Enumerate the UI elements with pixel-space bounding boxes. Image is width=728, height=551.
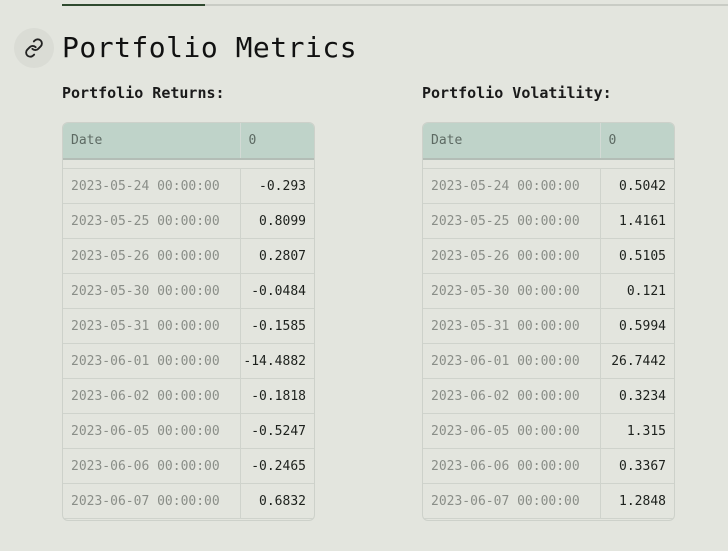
table-row: 2023-06-06 00:00:00 -0.2465: [63, 448, 314, 484]
table-row: 2023-05-30 00:00:00 -0.0484: [63, 273, 314, 309]
table-row: 2023-06-05 00:00:00 -0.5247: [63, 413, 314, 449]
value-cell: 0.121: [600, 273, 674, 309]
date-cell: 2023-05-30 00:00:00: [423, 273, 601, 309]
table-row: 2023-05-25 00:00:00 1.4161: [423, 203, 674, 239]
value-cell: 1.4161: [600, 203, 674, 239]
table-row: 2023-06-06 00:00:00 0.3367: [423, 448, 674, 484]
date-cell: 2023-06-06 00:00:00: [63, 448, 241, 484]
date-cell: 2023-06-01 00:00:00: [63, 343, 241, 379]
date-cell: 2023-05-30 00:00:00: [63, 273, 241, 309]
value-cell: -0.1818: [240, 378, 314, 414]
value-cell: 0.6832: [240, 483, 314, 519]
table-row: 2023-06-02 00:00:00 0.3234: [423, 378, 674, 414]
table-row: 2023-05-31 00:00:00 0.5994: [423, 308, 674, 344]
anchor-link-button[interactable]: [14, 28, 54, 68]
value-cell: 0.5105: [600, 238, 674, 274]
table-header-row: Date 0: [63, 123, 314, 159]
date-cell: 2023-06-01 00:00:00: [423, 343, 601, 379]
returns-table[interactable]: Date 0 2023-05-24 00:00:00 -0.293 2023-05-…: [62, 122, 315, 521]
table-row: 2023-05-25 00:00:00 0.8099: [63, 203, 314, 239]
table-row: 2023-05-24 00:00:00 -0.293: [63, 168, 314, 204]
table-row: 2023-06-02 00:00:00 -0.1818: [63, 378, 314, 414]
value-cell: -0.2465: [240, 448, 314, 484]
table-row: 2023-06-07 00:00:00 0.6832: [63, 483, 314, 519]
value-cell: -0.1585: [240, 308, 314, 344]
table-row: 2023-06-01 00:00:00 26.7442: [423, 343, 674, 379]
date-cell: 2023-05-26 00:00:00: [423, 238, 601, 274]
table-row: 2023-05-31 00:00:00 -0.1585: [63, 308, 314, 344]
column-header-date[interactable]: Date: [63, 123, 241, 159]
date-cell: 2023-05-31 00:00:00: [63, 308, 241, 344]
active-tab-indicator: [62, 4, 205, 6]
table-row: 2023-05-30 00:00:00 0.121: [423, 273, 674, 309]
page-title: Portfolio Metrics: [62, 31, 358, 64]
value-cell: 1.2848: [600, 483, 674, 519]
date-cell: 2023-06-02 00:00:00: [63, 378, 241, 414]
value-cell: 26.7442: [600, 343, 674, 379]
table-row: 2023-05-24 00:00:00 0.5042: [423, 168, 674, 204]
date-cell: 2023-05-24 00:00:00: [423, 168, 601, 204]
value-cell: 1.315: [600, 413, 674, 449]
date-cell: 2023-05-24 00:00:00: [63, 168, 241, 204]
value-cell: 0.5042: [600, 168, 674, 204]
date-cell: 2023-05-26 00:00:00: [63, 238, 241, 274]
header-spacer-cell: [63, 158, 314, 169]
column-header-date[interactable]: Date: [423, 123, 601, 159]
header-spacer-cell: [423, 158, 674, 169]
table-header-row: Date 0: [423, 123, 674, 159]
value-cell: -14.4882: [240, 343, 314, 379]
table-row: 2023-06-05 00:00:00 1.315: [423, 413, 674, 449]
value-cell: -0.5247: [240, 413, 314, 449]
value-cell: -0.293: [240, 168, 314, 204]
value-cell: 0.3367: [600, 448, 674, 484]
table-row: 2023-06-07 00:00:00 1.2848: [423, 483, 674, 519]
date-cell: 2023-06-07 00:00:00: [423, 483, 601, 519]
column-header-value[interactable]: 0: [240, 123, 314, 159]
table-row: 2023-05-26 00:00:00 0.5105: [423, 238, 674, 274]
date-cell: 2023-06-02 00:00:00: [423, 378, 601, 414]
value-cell: 0.2807: [240, 238, 314, 274]
header-spacer: [423, 158, 674, 169]
date-cell: 2023-05-25 00:00:00: [63, 203, 241, 239]
volatility-table[interactable]: Date 0 2023-05-24 00:00:00 0.5042 2023-05-…: [422, 122, 675, 521]
column-header-value[interactable]: 0: [600, 123, 674, 159]
value-cell: -0.0484: [240, 273, 314, 309]
tab-underline: [62, 4, 728, 6]
date-cell: 2023-06-05 00:00:00: [423, 413, 601, 449]
value-cell: 0.5994: [600, 308, 674, 344]
header-spacer: [63, 158, 314, 169]
date-cell: 2023-06-05 00:00:00: [63, 413, 241, 449]
returns-label: Portfolio Returns:: [62, 84, 225, 102]
table-row: 2023-06-01 00:00:00 -14.4882: [63, 343, 314, 379]
date-cell: 2023-05-31 00:00:00: [423, 308, 601, 344]
date-cell: 2023-06-07 00:00:00: [63, 483, 241, 519]
date-cell: 2023-06-06 00:00:00: [423, 448, 601, 484]
link-icon: [25, 38, 43, 58]
value-cell: 0.3234: [600, 378, 674, 414]
volatility-label: Portfolio Volatility:: [422, 84, 612, 102]
value-cell: 0.8099: [240, 203, 314, 239]
table-row: 2023-05-26 00:00:00 0.2807: [63, 238, 314, 274]
date-cell: 2023-05-25 00:00:00: [423, 203, 601, 239]
